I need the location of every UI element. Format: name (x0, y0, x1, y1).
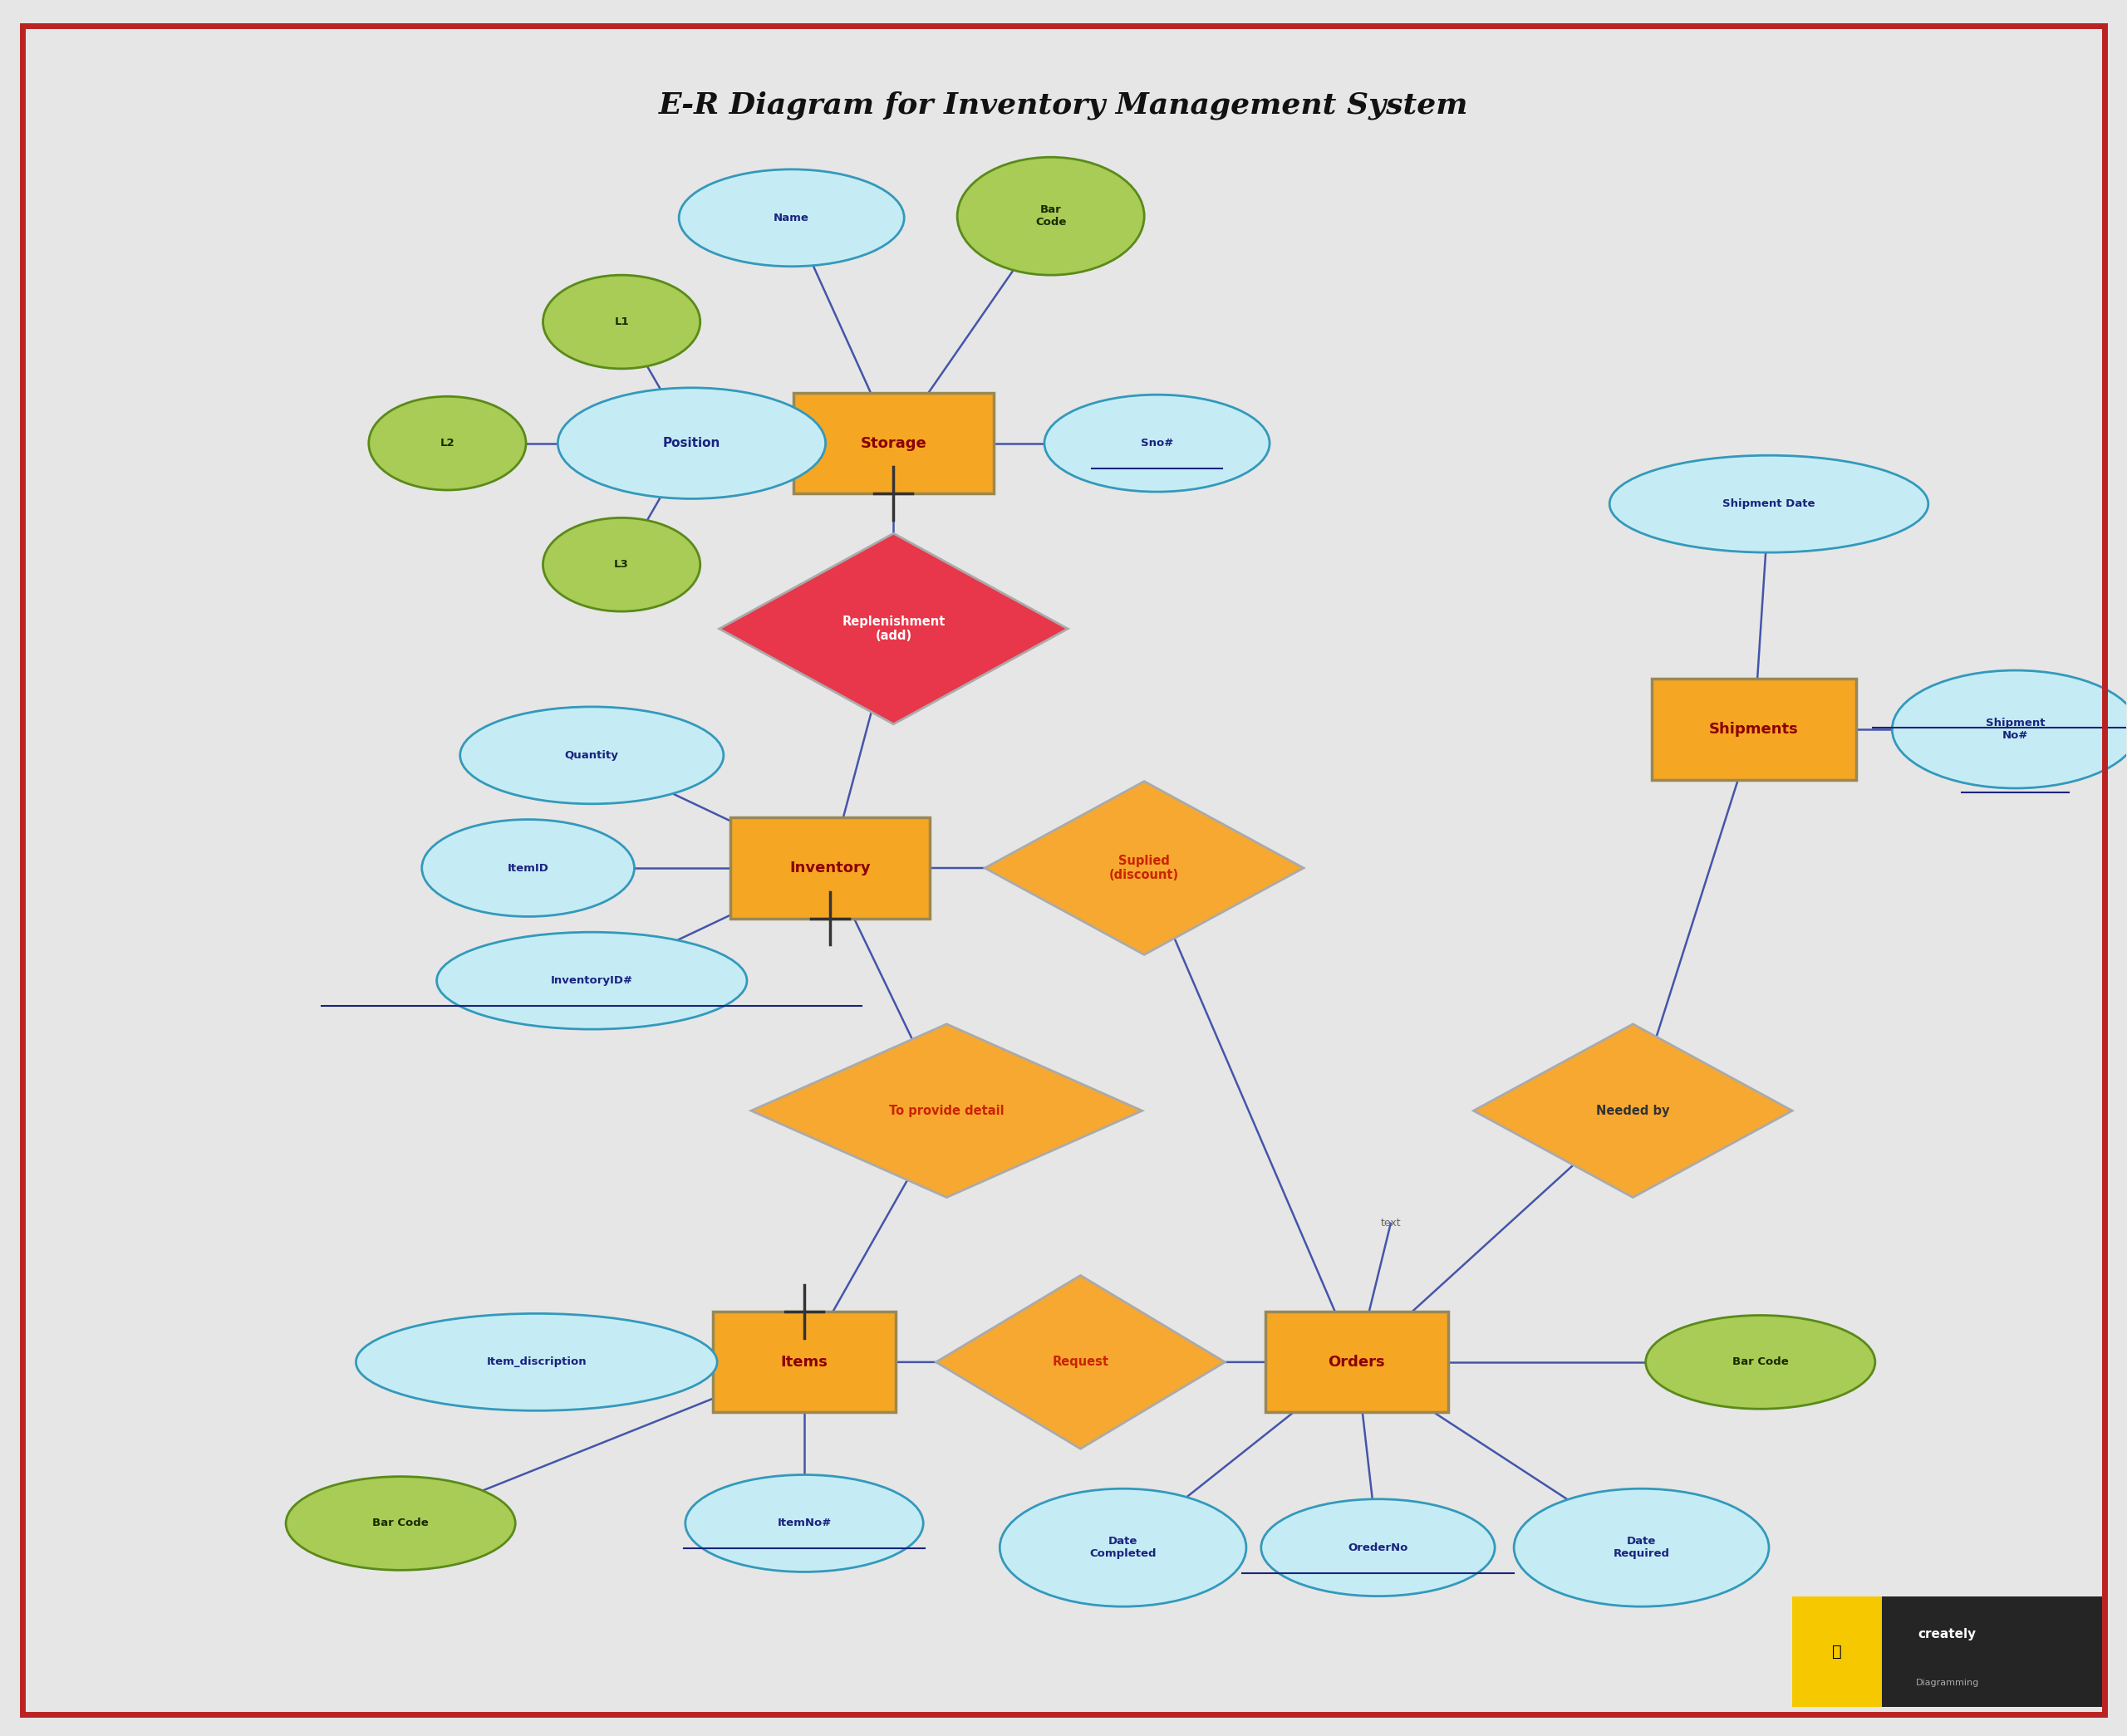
Text: Sno#: Sno# (1140, 437, 1174, 448)
Ellipse shape (355, 1314, 717, 1411)
Text: ItemNo#: ItemNo# (776, 1517, 832, 1529)
Polygon shape (985, 781, 1304, 955)
Ellipse shape (957, 158, 1144, 274)
Text: Request: Request (1053, 1356, 1108, 1368)
Text: L3: L3 (615, 559, 630, 569)
Ellipse shape (542, 274, 700, 368)
Ellipse shape (1044, 394, 1270, 491)
Text: Name: Name (774, 212, 810, 224)
Text: Shipment Date: Shipment Date (1723, 498, 1814, 509)
Ellipse shape (685, 1476, 923, 1571)
FancyBboxPatch shape (730, 818, 929, 918)
FancyBboxPatch shape (793, 392, 993, 493)
Text: To provide detail: To provide detail (889, 1104, 1004, 1116)
FancyBboxPatch shape (713, 1312, 895, 1413)
Ellipse shape (557, 387, 825, 498)
Ellipse shape (285, 1477, 515, 1569)
Text: Inventory: Inventory (789, 861, 870, 875)
Text: L2: L2 (440, 437, 455, 448)
Text: E-R Diagram for Inventory Management System: E-R Diagram for Inventory Management Sys… (659, 90, 1468, 120)
Text: Needed by: Needed by (1595, 1104, 1670, 1116)
Text: Diagramming: Diagramming (1916, 1679, 1978, 1687)
Text: creately: creately (1919, 1628, 1976, 1641)
Text: Bar Code: Bar Code (1731, 1358, 1789, 1368)
Ellipse shape (1893, 670, 2127, 788)
Text: Bar
Code: Bar Code (1036, 205, 1066, 227)
Text: Suplied
(discount): Suplied (discount) (1110, 854, 1178, 882)
Ellipse shape (679, 170, 904, 266)
Ellipse shape (1646, 1316, 1876, 1410)
Ellipse shape (459, 707, 723, 804)
FancyBboxPatch shape (1793, 1595, 2101, 1706)
Ellipse shape (1514, 1489, 1770, 1606)
Text: Position: Position (664, 437, 721, 450)
Text: Items: Items (781, 1354, 827, 1370)
Text: ItemID: ItemID (508, 863, 549, 873)
Ellipse shape (421, 819, 634, 917)
Text: Date
Completed: Date Completed (1089, 1536, 1157, 1559)
Text: OrederNo: OrederNo (1349, 1542, 1408, 1554)
Polygon shape (719, 533, 1068, 724)
Ellipse shape (542, 517, 700, 611)
Ellipse shape (436, 932, 747, 1029)
Text: Replenishment
(add): Replenishment (add) (842, 615, 944, 642)
Text: Shipment
No#: Shipment No# (1987, 717, 2044, 741)
Text: Item_discription: Item_discription (487, 1358, 587, 1368)
Text: Date
Required: Date Required (1612, 1536, 1670, 1559)
Ellipse shape (368, 396, 525, 490)
Text: Shipments: Shipments (1710, 722, 1799, 736)
Text: Quantity: Quantity (566, 750, 619, 760)
Polygon shape (1474, 1024, 1793, 1198)
Ellipse shape (1610, 455, 1929, 552)
Text: Bar Code: Bar Code (372, 1517, 430, 1529)
Polygon shape (936, 1276, 1225, 1450)
Text: 💡: 💡 (1831, 1644, 1842, 1660)
Ellipse shape (1261, 1500, 1495, 1595)
Text: text: text (1380, 1219, 1402, 1229)
FancyBboxPatch shape (1653, 679, 1857, 779)
Text: Orders: Orders (1327, 1354, 1385, 1370)
Text: L1: L1 (615, 316, 630, 328)
Ellipse shape (1000, 1489, 1246, 1606)
Text: InventoryID#: InventoryID# (551, 976, 634, 986)
Polygon shape (751, 1024, 1142, 1198)
FancyBboxPatch shape (1266, 1312, 1448, 1413)
Text: Storage: Storage (861, 436, 927, 451)
FancyBboxPatch shape (1793, 1595, 1882, 1706)
